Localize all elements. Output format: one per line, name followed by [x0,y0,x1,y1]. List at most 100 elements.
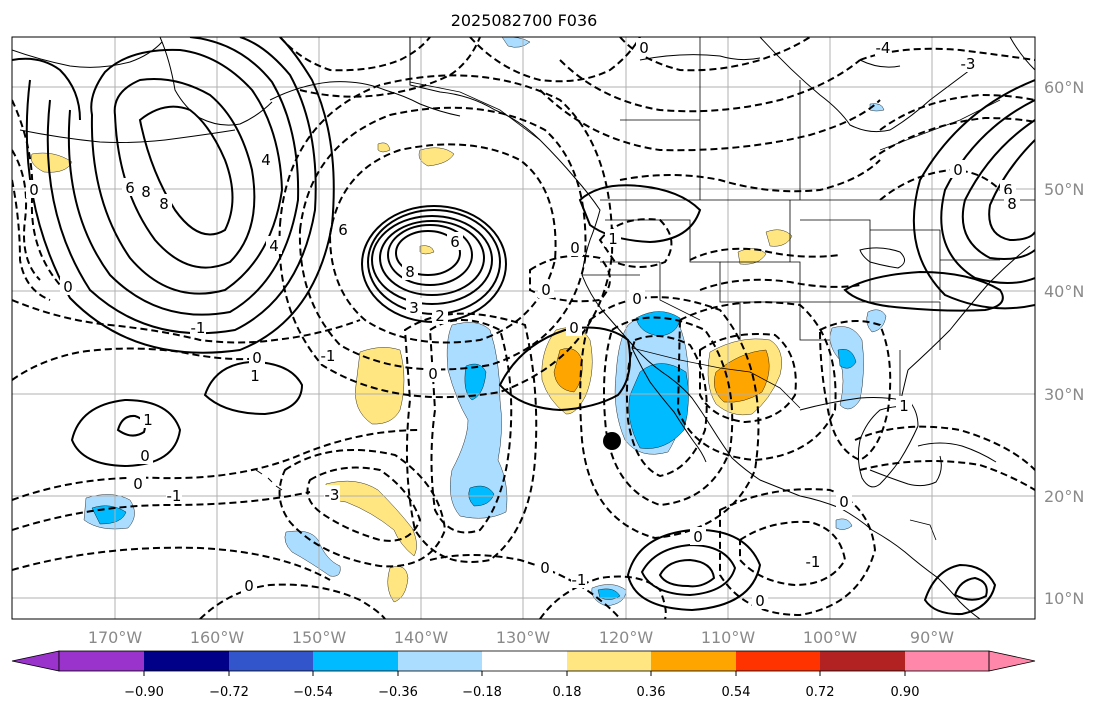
coast-russia [12,41,163,68]
dashed-contours [12,37,1035,619]
shade-blue-central-pacific [446,322,508,519]
colorbar-label-1: −0.90 [124,685,164,700]
colorbar-swatch-3 [229,651,313,671]
shade-yellow-northeast-pacific [355,347,405,425]
contour-dash-mexico-2 [719,488,877,617]
contour-east-high-3 [940,99,1035,284]
coast-cuba [917,442,997,463]
contour-low-center-4 [371,215,493,305]
shade-yellow-plains [765,229,793,247]
contour-label-0-south-west: 0 [244,577,254,595]
graticule [12,37,1035,619]
shade-yellow-hawaii-chain [325,480,417,557]
contour-label-0-gulf: 0 [839,493,849,511]
lat-label-50n: 50°N [1044,180,1084,199]
contour-label-1-canada: 1 [608,230,618,248]
contour-alaska-ridge-4 [67,37,300,316]
contour-label-1-west-high: 1 [143,411,153,429]
colorbar-swatch-6 [482,651,567,671]
contour-dash-south-pacific-1 [429,554,621,619]
contour-label-0-east: 0 [953,161,963,179]
colorbar-swatch-5 [398,651,482,671]
contour-label-neg2-hawaii: -3 [325,486,340,504]
contour-label-0-top: 0 [639,39,649,57]
colorbar-label-10: 0.90 [891,685,920,700]
contour-low-center-1 [395,230,461,276]
contour-alaska-ridge-2 [113,78,256,269]
border-us-mexico [631,347,801,409]
contour-dash-canada-4 [619,159,881,193]
contour-dash-canada-3 [539,89,881,152]
contour-dash-baja-3 [579,296,760,540]
coast-baja [631,347,707,463]
colorbar-label-4: −0.36 [378,685,418,700]
contour-dash-alaska-3 [469,37,641,83]
contour-dash-south-pacific-2 [539,575,667,619]
coast-yucatan [869,455,942,487]
lon-label-120w: 120°W [599,628,654,647]
contour-dash-pacific-wide-6 [12,347,261,381]
lon-label-170w: 170°W [88,628,143,647]
contour-dash-gulf-alaska-2 [298,106,587,371]
coast-alaska-south [269,81,461,117]
contour-dash-mid-pacific-1 [428,319,513,534]
contour-east-high-4 [912,79,1035,310]
contour-dash-mid-pacific-2 [403,312,538,563]
border-states-central [720,200,871,341]
contour-label-neg4-low: 6 [338,221,348,239]
coast-greenland [1009,37,1035,71]
coast-gulf-of-mexico [799,397,919,488]
contour-low-center-3 [379,220,485,296]
latitude-axis: 60°N 50°N 40°N 30°N 20°N 10°N [1044,78,1084,608]
contour-label-0-nevada: 0 [632,290,642,308]
border-canada-provinces [620,37,1001,200]
political-borders [409,37,1035,541]
contour-pacific-high-small [203,360,304,416]
coast-great-lakes [859,247,905,269]
contour-label-8-ridge: 8 [159,195,169,213]
contour-labels: 0 -4 -3 0 1 0 0 0 0 -1 0 1 -1 0 [26,38,1020,610]
contour-dash-bering-1 [12,149,41,281]
lon-label-160w: 160°W [190,628,245,647]
contour-alaska-ridge-5 [46,37,317,335]
contour-dash-southwest-2 [676,301,837,462]
contour-label-0-midpacific: 0 [428,365,438,383]
contour-label-3-ridge: 4 [261,151,271,169]
contour-dash-pacific-wide-3 [12,546,331,581]
contour-label-neg1-west: -1 [191,319,206,337]
contour-label-0-mexico: 0 [693,528,703,546]
contour-label-neg1-south: -1 [572,571,587,589]
colorbar-swatch-4 [313,651,398,671]
contour-dash-pacific-wide-2 [12,491,311,531]
colorbar-swatch-2 [144,651,229,671]
figure-title: 2025082700 F036 [451,11,598,30]
colorbar-swatch-9 [736,651,820,671]
contour-dash-baja-1 [625,335,708,478]
shade-blue-central-pacific-core1 [464,363,487,401]
colorbar-label-2: −0.72 [209,685,249,700]
contour-dash-pacific-wide-1 [12,429,421,501]
contour-dash-gulf-3 [859,460,1035,491]
colorbar-swatch-7 [567,651,651,671]
colorbar-label-7: 0.36 [637,685,666,700]
contour-mexico-south [640,543,737,597]
contour-dash-southwest-1 [699,333,797,424]
coast-islands-canada [639,54,901,68]
contour-dash-east-2 [869,116,1035,161]
contour-label-6-ridge: 8 [141,183,151,201]
contour-label-1-florida: 1 [899,397,909,415]
contour-dash-mexico-1 [739,520,847,587]
border-states-east [870,229,1000,400]
colorbar-swatch-10 [820,651,905,671]
shade-yellow-small-low [419,245,435,255]
lat-label-10n: 10°N [1044,589,1084,608]
contour-label-0-west-high: 0 [140,447,150,465]
border-mexico-guatemala [909,519,937,541]
contour-central-us [843,270,1004,312]
shade-blue-texas-core [837,349,857,369]
contour-label-0-hawaii-west: 0 [133,475,143,493]
lat-label-60n: 60°N [1044,78,1084,97]
colorbar-extend-low [11,650,60,672]
colorbar-extend-high [988,650,1036,672]
